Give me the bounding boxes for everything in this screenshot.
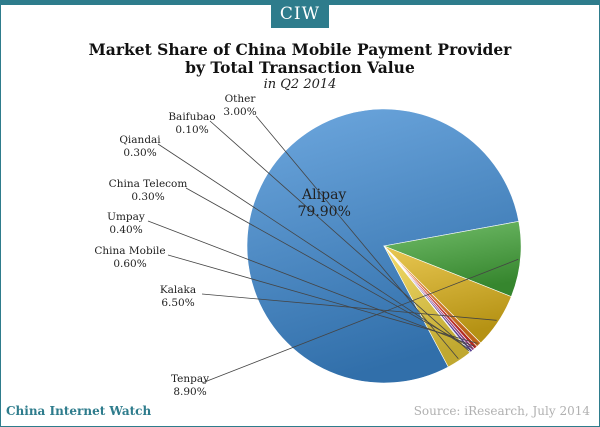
slice-label-kalaka-value: 6.50% <box>161 297 194 309</box>
slice-label-baifubao-name: Baifubao <box>168 111 215 123</box>
slice-label-other-value: 3.00% <box>223 106 256 118</box>
slice-label-alipay-name: Alipay <box>301 187 346 203</box>
slice-label-tenpay-value: 8.90% <box>173 386 206 398</box>
chart-title: Market Share of China Mobile Payment Pro… <box>88 40 512 59</box>
slice-label-kalaka-name: Kalaka <box>160 284 196 296</box>
slice-label-umpay-value: 0.40% <box>109 224 142 236</box>
slice-label-baifubao-value: 0.10% <box>175 124 208 136</box>
slice-label-china-telecom-value: 0.30% <box>131 191 164 203</box>
footer-source: Source: iResearch, July 2014 <box>413 404 590 418</box>
leader-line-qiandai <box>157 143 471 351</box>
pie-slice-alipay <box>246 108 520 384</box>
slice-label-umpay-name: Umpay <box>107 211 145 223</box>
slice-label-qiandai-value: 0.30% <box>123 147 156 159</box>
slice-label-alipay-value: 79.90% <box>298 204 351 220</box>
leader-line-umpay <box>147 220 475 347</box>
slice-label-other-name: Other <box>225 93 257 105</box>
leader-line-china-telecom <box>185 187 473 349</box>
leader-line-baifubao <box>209 120 470 352</box>
slice-label-china-mobile-name: China Mobile <box>94 245 165 257</box>
slice-label-qiandai-name: Qiandai <box>119 134 161 146</box>
leader-line-other <box>255 115 459 359</box>
slice-label-china-mobile-value: 0.60% <box>113 258 146 270</box>
leader-line-tenpay <box>201 258 519 384</box>
chart-title-line2: by Total Transaction Value <box>185 58 415 77</box>
slice-label-china-telecom-name: China Telecom <box>109 178 188 190</box>
ciw-logo-badge: CIW <box>271 0 329 28</box>
leader-line-china-mobile <box>167 254 478 344</box>
slice-label-tenpay-name: Tenpay <box>171 373 209 385</box>
footer-brand: China Internet Watch <box>6 404 152 418</box>
chart-subtitle: in Q2 2014 <box>263 77 337 92</box>
